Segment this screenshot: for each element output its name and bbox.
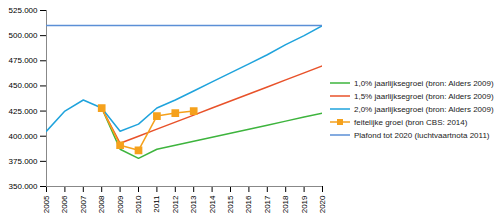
svg-text:450.000: 450.000 (9, 81, 38, 90)
svg-text:2007: 2007 (79, 195, 88, 213)
html-text:Plafond tot 2020 (luchtvaartno: Plafond tot 2020 (luchtvaartnota 2011) (354, 130, 490, 140)
svg-text:2015: 2015 (226, 195, 235, 213)
html-text:1,5% jaarlijksegroei (bron: Al: 1,5% jaarlijksegroei (bron: Alders 2009) (354, 91, 494, 101)
html-text:1,0% jaarlijksegroei (bron: Al: 1,0% jaarlijksegroei (bron: Alders 2009) (354, 78, 494, 88)
svg-text:2014: 2014 (208, 195, 217, 213)
svg-text:425.000: 425.000 (9, 107, 38, 116)
svg-text:2019: 2019 (300, 195, 309, 213)
svg-text:525.000: 525.000 (9, 6, 38, 15)
svg-text:350.000: 350.000 (9, 182, 38, 191)
svg-text:2010: 2010 (134, 195, 143, 213)
html-text:2,0% jaarlijksegroei (bron: Al: 2,0% jaarlijksegroei (bron: Alders 2009) (354, 104, 494, 114)
svg-text:2008: 2008 (97, 195, 106, 213)
svg-text:2005: 2005 (42, 195, 51, 213)
html-text:feitelijke groei (bron CBS: 20: feitelijke groei (bron CBS: 2014) (354, 117, 468, 127)
svg-text:2017: 2017 (263, 195, 272, 213)
svg-text:400.000: 400.000 (9, 132, 38, 141)
svg-text:500.000: 500.000 (9, 31, 38, 40)
svg-text:2009: 2009 (116, 195, 125, 213)
svg-text:2006: 2006 (60, 195, 69, 213)
svg-text:2013: 2013 (189, 195, 198, 213)
svg-text:375.000: 375.000 (9, 157, 38, 166)
svg-text:2011: 2011 (152, 195, 161, 213)
svg-text:2012: 2012 (171, 195, 180, 213)
svg-text:2018: 2018 (281, 195, 290, 213)
svg-text:2016: 2016 (244, 195, 253, 213)
svg-text:475.000: 475.000 (9, 56, 38, 65)
svg-text:2020: 2020 (318, 195, 327, 213)
